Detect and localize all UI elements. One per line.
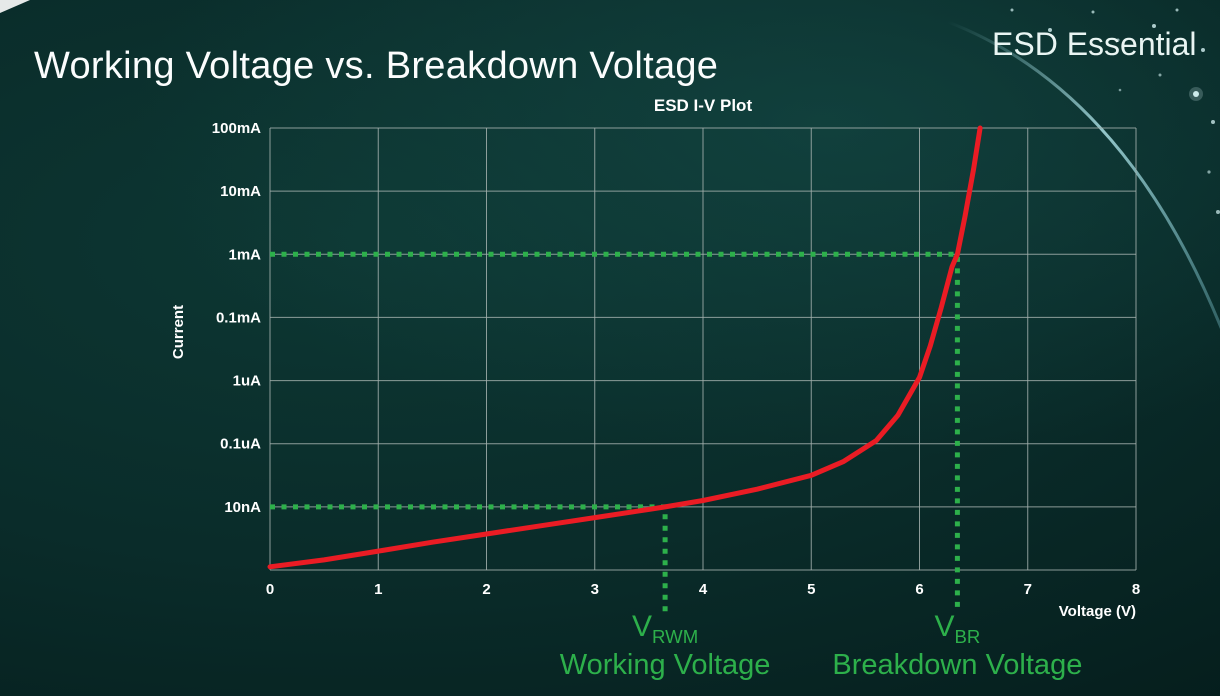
y-tick-label: 1mA: [228, 246, 261, 263]
swoosh-curve: [947, 20, 1220, 330]
vrwm-annotation: VRWM Working Voltage: [505, 610, 825, 682]
x-axis-label: Voltage (V): [1058, 603, 1136, 620]
x-tick-label: 3: [591, 581, 599, 598]
x-tick-label: 7: [1024, 581, 1032, 598]
x-tick-label: 1: [374, 581, 382, 598]
y-tick-label: 10mA: [220, 183, 261, 200]
page-title: Working Voltage vs. Breakdown Voltage: [34, 45, 719, 88]
y-axis-label: Current: [170, 304, 187, 360]
vbr-marker-line: [270, 251, 960, 612]
sparkle-dots: [1010, 8, 1220, 214]
y-tick-label: 0.1uA: [220, 436, 261, 453]
x-tick-label: 6: [915, 581, 923, 598]
iv-curve: [267, 125, 983, 570]
vrwm-symbol: VRWM: [632, 610, 699, 647]
vrwm-caption: Working Voltage: [559, 649, 771, 682]
corner-wedge: [0, 0, 30, 13]
brand-logo-text: ESD Essential: [992, 26, 1197, 62]
x-tick-label: 4: [699, 581, 708, 598]
vbr-symbol: VBR: [934, 610, 981, 647]
y-tick-label: 1uA: [233, 373, 262, 390]
x-tick-label: 2: [482, 581, 490, 598]
chart-title: ESD I-V Plot: [653, 96, 753, 115]
x-tick-label: 5: [807, 581, 815, 598]
y-tick-label: 100mA: [212, 120, 261, 137]
y-tick-label: 0.1mA: [216, 309, 261, 326]
x-tick-label: 8: [1132, 581, 1140, 598]
vbr-caption: Breakdown Voltage: [832, 649, 1083, 682]
vbr-annotation: VBR Breakdown Voltage: [797, 610, 1117, 682]
x-tick-label: 0: [266, 581, 274, 598]
y-tick-label: 10nA: [224, 499, 261, 516]
